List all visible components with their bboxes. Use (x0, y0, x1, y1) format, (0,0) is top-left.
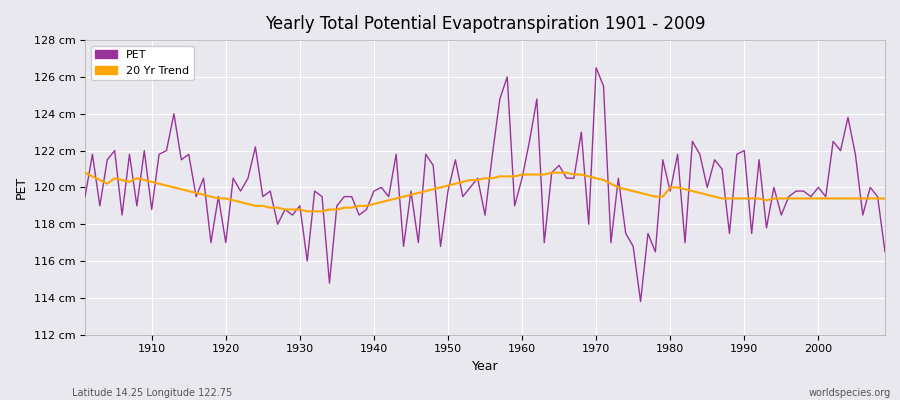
Y-axis label: PET: PET (15, 176, 28, 199)
Text: Latitude 14.25 Longitude 122.75: Latitude 14.25 Longitude 122.75 (72, 388, 232, 398)
X-axis label: Year: Year (472, 360, 499, 373)
Title: Yearly Total Potential Evapotranspiration 1901 - 2009: Yearly Total Potential Evapotranspiratio… (265, 15, 706, 33)
Text: worldspecies.org: worldspecies.org (809, 388, 891, 398)
Legend: PET, 20 Yr Trend: PET, 20 Yr Trend (91, 46, 194, 80)
